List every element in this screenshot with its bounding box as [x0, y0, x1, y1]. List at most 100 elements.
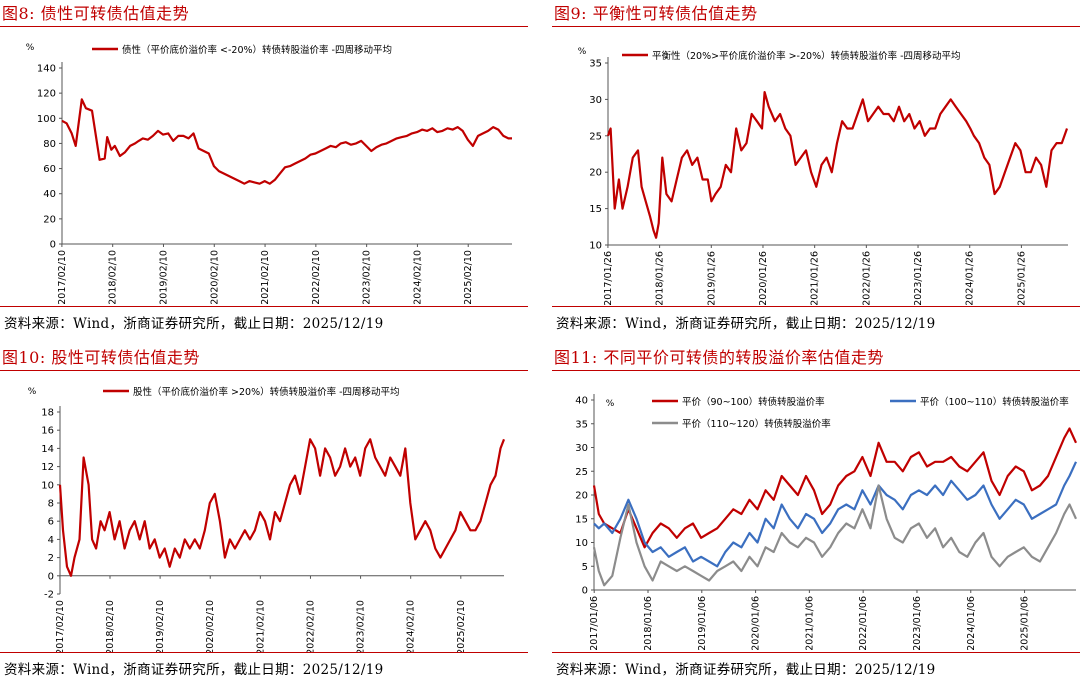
source-rule	[0, 652, 528, 653]
source-note: 资料来源：Wind，浙商证券研究所，截止日期：2025/12/19	[4, 316, 384, 332]
x-tick-label: 2017/02/10	[55, 600, 66, 652]
chart-panel-parity: 图11: 不同平价可转债的转股溢价率估值走势 % 0 5 10 15 20 25 30 35 40…	[552, 344, 1080, 684]
x-tick-label: 2021/02/10	[255, 600, 266, 652]
legend-label: 平价（90~100）转债转股溢价率	[682, 396, 825, 408]
source-rule	[0, 306, 528, 307]
x-tick-label: 2019/01/06	[697, 596, 708, 651]
y-tick-label: 4	[48, 535, 54, 546]
y-tick-label: 60	[43, 164, 56, 175]
y-unit-label: %	[606, 399, 615, 409]
y-tick-label: 10	[575, 538, 588, 549]
legend-label: 平价（110~120）转债转股溢价率	[682, 418, 831, 430]
x-tick-label: 2024/01/06	[966, 596, 977, 651]
y-tick-label: 12	[41, 462, 54, 473]
x-tick-label: 2025/02/10	[463, 250, 474, 305]
source-rule	[552, 306, 1080, 307]
source-note: 资料来源：Wind，浙商证券研究所，截止日期：2025/12/19	[556, 662, 936, 678]
y-tick-label: 25	[575, 467, 588, 478]
y-unit-label: %	[28, 387, 37, 397]
series-line	[58, 438, 506, 577]
x-tick-label: 2024/02/10	[412, 250, 423, 305]
y-tick-label: 120	[37, 89, 56, 100]
y-tick-label: 40	[575, 396, 588, 407]
x-tick-label: 2021/02/10	[260, 250, 271, 305]
y-tick-label: 35	[575, 419, 588, 430]
chart-svg: % 0 5 10 15 20 25 30 35 40 2017/01/06 2018/01/06 201…	[575, 394, 1078, 651]
y-unit-label: %	[26, 43, 35, 53]
x-tick-label: 2018/02/10	[105, 600, 116, 652]
x-tick-label: 2022/01/06	[858, 596, 869, 651]
series-line	[592, 427, 1078, 549]
x-tick-label: 2023/02/10	[362, 250, 373, 305]
x-tick-label: 2023/02/10	[356, 600, 367, 652]
x-tick-label: 2021/01/26	[810, 251, 821, 306]
y-unit-label: %	[578, 47, 587, 57]
y-tick-label: 2	[48, 553, 54, 564]
y-tick-label: 15	[575, 514, 588, 525]
chart-panel-bond: 图8: 债性可转债估值走势 % 0 20 40 60 80 100 120 140 2017/02…	[0, 0, 528, 340]
title-rule	[0, 370, 528, 371]
x-tick-label: 2019/02/10	[155, 600, 166, 652]
legend-label: 平衡性（20%>平价底价溢价率 >-20%）转债转股溢价率 -四周移动平均	[652, 50, 961, 62]
x-tick-label: 2019/01/26	[706, 251, 717, 306]
source-rule	[552, 652, 1080, 653]
y-tick-label: 0	[582, 586, 588, 597]
chart-title: 图8: 债性可转债估值走势	[2, 4, 190, 23]
title-rule	[0, 26, 528, 27]
x-tick-label: 2017/01/26	[603, 251, 614, 306]
x-tick-label: 2018/01/26	[655, 251, 666, 306]
y-tick-label: 20	[575, 491, 588, 502]
y-tick-label: 20	[589, 168, 602, 179]
x-tick-label: 2018/01/06	[643, 596, 654, 651]
series-line	[592, 484, 1078, 587]
legend-label: 债性（平价底价溢价率 <-20%）转债转股溢价率 -四周移动平均	[122, 44, 392, 56]
x-tick-label: 2020/01/06	[751, 596, 762, 651]
x-tick-label: 2020/02/10	[205, 600, 216, 652]
x-tick-label: 2024/01/26	[965, 251, 976, 306]
chart-svg: % 10 15 20 25 30 35 2017/01/26 2018/01/26 2019/01…	[578, 47, 1069, 306]
y-tick-label: 100	[37, 114, 56, 125]
y-tick-label: -2	[44, 590, 54, 601]
y-tick-label: 18	[41, 408, 54, 419]
x-tick-label: 2020/02/10	[209, 250, 220, 305]
chart-svg: % -2 0 2 4 6 8 10 12 14 16 18 2017/02/10 2018/02/10 20…	[28, 386, 506, 652]
title-rule	[552, 370, 1080, 371]
y-tick-label: 140	[37, 64, 56, 75]
y-tick-label: 10	[41, 480, 54, 491]
legend-label: 股性（平价底价溢价率 >20%）转债转股溢价率 -四周移动平均	[133, 386, 400, 398]
y-tick-label: 16	[41, 426, 54, 437]
series-line	[61, 98, 512, 185]
x-tick-label: 2024/02/10	[406, 600, 417, 652]
y-tick-label: 0	[48, 571, 54, 582]
chart-svg: % 0 20 40 60 80 100 120 140 2017/02/10 2018/02/10 2…	[26, 43, 512, 305]
y-tick-label: 40	[43, 189, 56, 200]
y-tick-label: 0	[50, 240, 56, 251]
x-tick-label: 2022/01/26	[861, 251, 872, 306]
y-tick-label: 25	[589, 131, 602, 142]
x-tick-label: 2025/01/26	[1016, 251, 1027, 306]
chart-title: 图10: 股性可转债估值走势	[2, 348, 200, 367]
y-tick-label: 10	[589, 241, 602, 252]
title-rule	[552, 26, 1080, 27]
y-tick-label: 80	[43, 139, 56, 150]
series-line	[593, 461, 1078, 568]
x-tick-label: 2025/02/10	[456, 600, 467, 652]
x-tick-label: 2021/01/06	[804, 596, 815, 651]
source-note: 资料来源：Wind，浙商证券研究所，截止日期：2025/12/19	[4, 662, 384, 678]
x-tick-label: 2017/01/06	[589, 596, 600, 651]
y-tick-label: 20	[43, 214, 56, 225]
y-tick-label: 6	[48, 517, 54, 528]
x-tick-label: 2018/02/10	[108, 250, 119, 305]
x-tick-label: 2023/01/06	[912, 596, 923, 651]
x-tick-label: 2025/01/06	[1020, 596, 1031, 651]
y-tick-label: 30	[589, 95, 602, 106]
y-tick-label: 5	[582, 562, 588, 573]
y-tick-label: 35	[589, 59, 602, 70]
y-tick-label: 14	[41, 444, 54, 455]
series-line	[606, 90, 1069, 239]
x-tick-label: 2023/01/26	[913, 251, 924, 306]
chart-panel-balanced: 图9: 平衡性可转债估值走势 % 10 15 20 25 30 35 2017/01/26 20…	[552, 0, 1080, 340]
chart-title: 图9: 平衡性可转债估值走势	[554, 4, 758, 23]
y-tick-label: 30	[575, 443, 588, 454]
x-tick-label: 2017/02/10	[57, 250, 68, 305]
